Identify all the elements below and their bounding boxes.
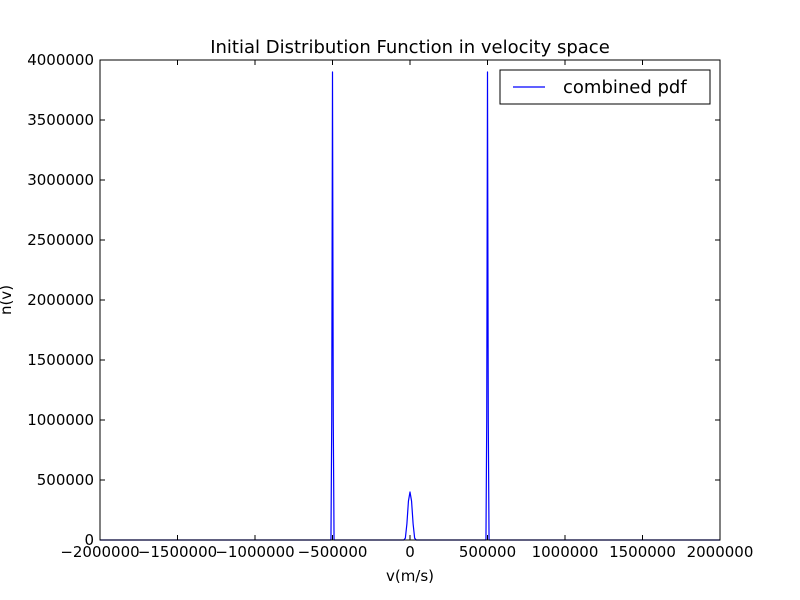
y-tick-label: 4000000 xyxy=(27,51,94,69)
y-tick-label: 0 xyxy=(84,531,94,549)
y-axis-ticks: 0 500000 1000000 1500000 2000000 2500000 30000… xyxy=(27,51,720,549)
y-tick-label: 2000000 xyxy=(27,291,94,309)
legend: combined pdf xyxy=(499,69,711,105)
chart-title: Initial Distribution Function in velocit… xyxy=(210,37,610,58)
x-tick-label: 1000000 xyxy=(532,543,599,561)
x-axis-label: v(m/s) xyxy=(386,567,434,585)
x-tick-label: 0 xyxy=(405,543,415,561)
series-layer xyxy=(100,71,720,541)
x-tick-label: 2000000 xyxy=(687,543,754,561)
y-tick-label: 3000000 xyxy=(27,171,94,189)
y-tick-label: 500000 xyxy=(37,471,94,489)
x-tick-label: −1500000 xyxy=(138,543,217,561)
x-axis-ticks: −2000000−1500000−1000000 −500000 0 500000 10… xyxy=(60,60,753,561)
x-tick-label: −500000 xyxy=(298,543,368,561)
plot-area-background xyxy=(100,60,720,540)
legend-label-combined-pdf: combined pdf xyxy=(563,77,687,98)
y-axis-label: n(v) xyxy=(0,285,15,315)
x-tick-label: 1500000 xyxy=(609,543,676,561)
y-tick-label: 1000000 xyxy=(27,411,94,429)
y-tick-label: 3500000 xyxy=(27,111,94,129)
y-tick-label: 1500000 xyxy=(27,351,94,369)
series-line-0 xyxy=(100,71,720,541)
y-tick-label: 2500000 xyxy=(27,231,94,249)
x-tick-label: 500000 xyxy=(459,543,516,561)
x-tick-label: −2000000 xyxy=(60,543,139,561)
x-tick-label: −1000000 xyxy=(215,543,294,561)
